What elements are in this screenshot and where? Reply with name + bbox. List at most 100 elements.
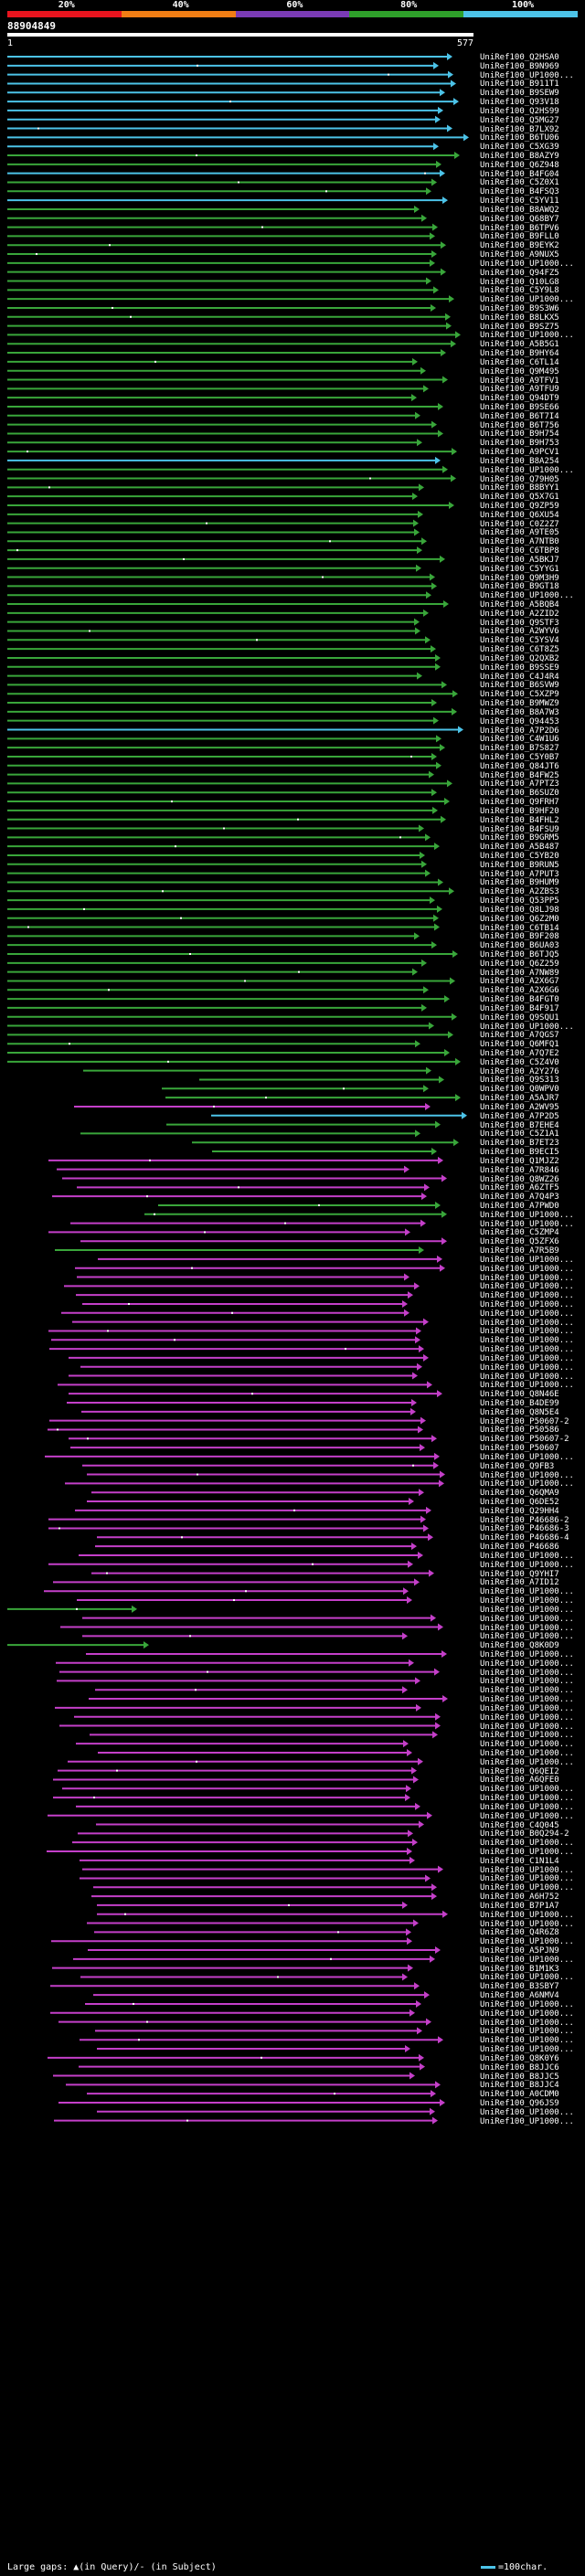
hit-label[interactable]: UniRef100_UP1000... — [480, 1811, 574, 1821]
hit-label[interactable]: UniRef100_A9PCV1 — [480, 448, 559, 458]
hit-label[interactable]: UniRef100_A7P2D5 — [480, 1111, 559, 1121]
hit-label[interactable]: UniRef100_UP1000... — [480, 1677, 574, 1687]
hit-label[interactable]: UniRef100_B9HY64 — [480, 349, 559, 359]
hit-label[interactable]: UniRef100_UP1000... — [480, 1668, 574, 1678]
hit-label[interactable]: UniRef100_UP1000... — [480, 1919, 574, 1929]
hit-label[interactable]: UniRef100_UP1000... — [480, 1605, 574, 1615]
hit-label[interactable]: UniRef100_B6T7I4 — [480, 411, 559, 421]
hit-label[interactable]: UniRef100_UP1000... — [480, 1362, 574, 1373]
hit-label[interactable]: UniRef100_A2ZID2 — [480, 609, 559, 619]
hit-label[interactable]: UniRef100_Q10LG8 — [480, 277, 559, 287]
hit-label[interactable]: UniRef100_Q2HS99 — [480, 106, 559, 116]
hit-label[interactable]: UniRef100_B9SEW9 — [480, 89, 559, 99]
hit-label[interactable]: UniRef100_B9N969 — [480, 61, 559, 71]
hit-label[interactable]: UniRef100_A9NUX5 — [480, 250, 559, 260]
hit-label[interactable]: UniRef100_C5ZMP4 — [480, 1228, 559, 1238]
hit-label[interactable]: UniRef100_A2ZBS3 — [480, 887, 559, 897]
hit-label[interactable]: UniRef100_B4FSU9 — [480, 824, 559, 834]
hit-label[interactable]: UniRef100_P50607 — [480, 1444, 559, 1454]
hit-label[interactable]: UniRef100_B4FGT0 — [480, 995, 559, 1005]
hit-label[interactable]: UniRef100_UP1000... — [480, 1273, 574, 1283]
hit-label[interactable]: UniRef100_P46686-3 — [480, 1524, 569, 1534]
hit-label[interactable]: UniRef100_P46686 — [480, 1542, 559, 1553]
hit-label[interactable]: UniRef100_Q94453 — [480, 716, 559, 726]
hit-label[interactable]: UniRef100_A7R5B9 — [480, 1246, 559, 1256]
hit-label[interactable]: UniRef100_C5Z0X1 — [480, 178, 559, 188]
hit-label[interactable]: UniRef100_UP1000... — [480, 1381, 574, 1391]
hit-label[interactable]: UniRef100_B8JJC4 — [480, 2081, 559, 2091]
hit-label[interactable]: UniRef100_UP1000... — [480, 295, 574, 305]
hit-label[interactable]: UniRef100_A7NW89 — [480, 968, 559, 978]
hit-label[interactable]: UniRef100_Q0WPV0 — [480, 1085, 559, 1095]
hit-label[interactable]: UniRef100_Q2HSA0 — [480, 53, 559, 62]
hit-label[interactable]: UniRef100_UP1000... — [480, 2018, 574, 2028]
hit-label[interactable]: UniRef100_UP1000... — [480, 1748, 574, 1758]
hit-label[interactable]: UniRef100_UP1000... — [480, 1560, 574, 1570]
hit-label[interactable]: UniRef100_UP1000... — [480, 1353, 574, 1363]
hit-label[interactable]: UniRef100_UP1000... — [480, 1264, 574, 1274]
hit-label[interactable]: UniRef100_A2X6G6 — [480, 986, 559, 996]
hit-label[interactable]: UniRef100_UP1000... — [480, 1596, 574, 1606]
hit-label[interactable]: UniRef100_A7PWD0 — [480, 1201, 559, 1211]
hit-label[interactable]: UniRef100_UP1000... — [480, 465, 574, 475]
hit-label[interactable]: UniRef100_UP1000... — [480, 1372, 574, 1382]
hit-label[interactable]: UniRef100_A7PUT3 — [480, 869, 559, 879]
hit-label[interactable]: UniRef100_UP1000... — [480, 1794, 574, 1804]
hit-label[interactable]: UniRef100_Q9M3H9 — [480, 573, 559, 583]
hit-label[interactable]: UniRef100_A2Y276 — [480, 1066, 559, 1076]
hit-label[interactable]: UniRef100_UP1000... — [480, 1318, 574, 1328]
hit-label[interactable]: UniRef100_Q2QXB2 — [480, 653, 559, 663]
hit-label[interactable]: UniRef100_UP1000... — [480, 1587, 574, 1597]
hit-label[interactable]: UniRef100_B6TU06 — [480, 133, 559, 143]
hit-label[interactable]: UniRef100_Q9M495 — [480, 366, 559, 376]
hit-label[interactable]: UniRef100_UP1000... — [480, 1336, 574, 1346]
hit-label[interactable]: UniRef100_C5YSV4 — [480, 636, 559, 646]
hit-label[interactable]: UniRef100_UP1000... — [480, 1299, 574, 1309]
hit-label[interactable]: UniRef100_Q9ZP59 — [480, 502, 559, 511]
hit-label[interactable]: UniRef100_UP1000... — [480, 1470, 574, 1480]
hit-label[interactable]: UniRef100_Q9FB3 — [480, 1461, 555, 1471]
hit-label[interactable]: UniRef100_A7Q7E2 — [480, 1049, 559, 1059]
hit-label[interactable]: UniRef100_B3SBY7 — [480, 1982, 559, 1992]
hit-label[interactable]: UniRef100_A2WV95 — [480, 1102, 559, 1112]
hit-label[interactable]: UniRef100_B9F208 — [480, 932, 559, 942]
hit-label[interactable]: UniRef100_A7P2D6 — [480, 726, 559, 736]
hit-label[interactable]: UniRef100_Q94FZ5 — [480, 268, 559, 278]
hit-label[interactable]: UniRef100_B6SUZ0 — [480, 789, 559, 799]
hit-label[interactable]: UniRef100_B9MWZ9 — [480, 699, 559, 709]
hit-label[interactable]: UniRef100_B6TPV6 — [480, 223, 559, 233]
hit-label[interactable]: UniRef100_A0CDM0 — [480, 2090, 559, 2100]
hit-label[interactable]: UniRef100_A5PJN9 — [480, 1946, 559, 1956]
hit-label[interactable]: UniRef100_Q8N46E — [480, 1390, 559, 1400]
hit-label[interactable]: UniRef100_A5BKJ7 — [480, 555, 559, 565]
hit-label[interactable]: UniRef100_UP1000... — [480, 1973, 574, 1983]
hit-label[interactable]: UniRef100_Q68BY7 — [480, 214, 559, 224]
hit-label[interactable]: UniRef100_B7ET23 — [480, 1139, 559, 1149]
hit-label[interactable]: UniRef100_B7EHE4 — [480, 1120, 559, 1130]
hit-label[interactable]: UniRef100_B8BYY1 — [480, 483, 559, 493]
hit-label[interactable]: UniRef100_B9GT18 — [480, 582, 559, 592]
hit-label[interactable]: UniRef100_B9HUM9 — [480, 878, 559, 888]
hit-label[interactable]: UniRef100_UP1000... — [480, 1632, 574, 1642]
hit-label[interactable]: UniRef100_C5YV11 — [480, 196, 559, 207]
hit-label[interactable]: UniRef100_UP1000... — [480, 1022, 574, 1032]
hit-label[interactable]: UniRef100_Q8WZ26 — [480, 1174, 559, 1184]
hit-label[interactable]: UniRef100_Q6Z948 — [480, 160, 559, 170]
hit-label[interactable]: UniRef100_Q94DT9 — [480, 394, 559, 404]
hit-label[interactable]: UniRef100_UP1000... — [480, 1883, 574, 1893]
hit-label[interactable]: UniRef100_A6QFE0 — [480, 1776, 559, 1786]
hit-label[interactable]: UniRef100_UP1000... — [480, 2116, 574, 2126]
hit-label[interactable]: UniRef100_UP1000... — [480, 1255, 574, 1265]
hit-label[interactable]: UniRef100_B8A7W3 — [480, 707, 559, 717]
hit-label[interactable]: UniRef100_C6TB14 — [480, 923, 559, 933]
hit-label[interactable]: UniRef100_UP1000... — [480, 1452, 574, 1462]
hit-label[interactable]: UniRef100_A7QGS7 — [480, 1031, 559, 1041]
hit-label[interactable]: UniRef100_B4FG04 — [480, 169, 559, 179]
hit-label[interactable]: UniRef100_UP1000... — [480, 2107, 574, 2117]
hit-label[interactable]: UniRef100_B8AZY9 — [480, 152, 559, 162]
hit-label[interactable]: UniRef100_UP1000... — [480, 1740, 574, 1750]
hit-label[interactable]: UniRef100_B4FSQ3 — [480, 187, 559, 197]
hit-label[interactable]: UniRef100_B6T756 — [480, 420, 559, 430]
hit-label[interactable]: UniRef100_B4FW25 — [480, 770, 559, 780]
hit-label[interactable]: UniRef100_Q5X7G1 — [480, 493, 559, 503]
